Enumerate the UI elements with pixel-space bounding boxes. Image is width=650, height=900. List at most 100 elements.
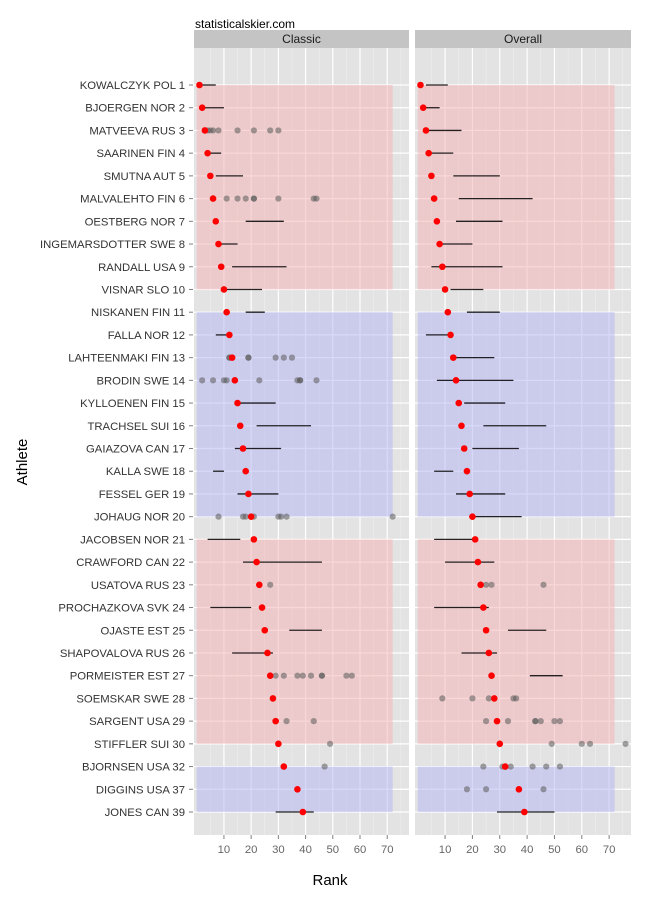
x-tick-label: 10 <box>218 844 231 856</box>
shaded-band <box>417 85 615 290</box>
rank-point <box>488 672 495 679</box>
rank-point <box>247 513 255 520</box>
rank-point <box>458 422 465 430</box>
rank-point <box>294 785 301 793</box>
rank-point <box>422 127 430 134</box>
x-tick-label: 40 <box>521 844 534 856</box>
result-point <box>199 377 206 384</box>
y-tick-label: RANDALL USA 9 <box>98 262 185 274</box>
result-point <box>275 195 282 202</box>
result-point <box>507 763 514 770</box>
rank-point <box>245 490 252 498</box>
x-tick-label: 60 <box>575 844 588 856</box>
watermark: statisticalskier.com <box>195 17 296 31</box>
result-point <box>209 127 217 134</box>
result-point <box>556 718 564 725</box>
rank-point <box>256 581 263 589</box>
result-point <box>223 377 230 384</box>
result-point <box>215 513 222 520</box>
y-tick-label: JOHAUG NOR 20 <box>94 512 185 524</box>
y-tick-label: USATOVA RUS 23 <box>91 580 185 592</box>
result-point <box>307 672 315 679</box>
x-tick-label: 10 <box>439 844 452 856</box>
result-point <box>256 377 263 384</box>
rank-point <box>269 695 277 702</box>
y-tick-label: INGEMARSDOTTER SWE 8 <box>40 239 185 251</box>
result-point <box>463 786 471 793</box>
x-tick-label: 20 <box>466 844 479 856</box>
shaded-band <box>417 312 615 517</box>
rank-point <box>196 81 203 89</box>
rank-point <box>474 558 482 566</box>
rank-point <box>521 808 528 816</box>
rank-point <box>425 149 432 157</box>
y-tick-label: JACOBSEN NOR 21 <box>80 534 185 546</box>
rank-point <box>515 785 523 793</box>
result-point <box>343 672 350 679</box>
result-point <box>283 718 290 725</box>
shaded-band <box>196 85 393 290</box>
rank-point <box>207 172 214 180</box>
rank-point <box>436 240 443 248</box>
y-tick-label: BJORNSEN USA 32 <box>82 762 185 774</box>
y-tick-label: OESTBERG NOR 7 <box>85 216 185 228</box>
y-tick-label: SARGENT USA 29 <box>89 716 185 728</box>
result-point <box>245 354 252 361</box>
result-point <box>215 127 222 134</box>
rank-point <box>439 263 446 271</box>
result-point <box>288 354 296 361</box>
rank-point <box>272 717 279 725</box>
rank-point <box>253 558 260 566</box>
facet-strip <box>194 30 409 48</box>
rank-point <box>441 286 449 293</box>
result-point <box>543 763 550 770</box>
rank-point <box>266 672 274 679</box>
shaded-band <box>196 539 393 744</box>
result-point <box>482 718 490 725</box>
result-point <box>485 695 492 702</box>
rank-point <box>447 331 454 339</box>
result-point <box>310 718 317 725</box>
result-point <box>283 513 290 520</box>
y-tick-label: MALVALEHTO FIN 6 <box>80 194 185 206</box>
rank-point <box>236 422 244 430</box>
y-tick-label: VISNAR SLO 10 <box>101 284 185 296</box>
x-tick-label: 40 <box>299 844 312 856</box>
y-tick-label: SHAPOVALOVA RUS 26 <box>60 648 185 660</box>
y-tick-label: MATVEEVA RUS 3 <box>89 125 185 137</box>
rank-point <box>463 467 471 475</box>
result-point <box>480 763 487 770</box>
rank-point <box>198 104 206 112</box>
result-point <box>439 695 446 702</box>
result-point <box>294 672 301 679</box>
result-point <box>586 740 594 747</box>
rank-point <box>250 536 258 543</box>
rank-point <box>280 763 288 770</box>
x-tick-label: 50 <box>548 844 561 856</box>
result-point <box>297 377 304 384</box>
x-tick-label: 60 <box>354 844 367 856</box>
y-tick-label: FESSEL GER 19 <box>99 489 185 501</box>
rank-point <box>220 286 228 293</box>
rank-point <box>264 649 271 657</box>
result-point <box>275 127 282 134</box>
rank-point <box>209 195 217 202</box>
rank-point <box>275 740 282 748</box>
facet-label: Classic <box>282 32 321 46</box>
y-tick-label: DIGGINS USA 37 <box>96 784 185 796</box>
y-tick-label: OJASTE EST 25 <box>100 625 185 637</box>
result-point <box>556 763 564 770</box>
result-point <box>482 581 490 588</box>
rank-point <box>477 581 484 589</box>
y-tick-label: SAARINEN FIN 4 <box>96 148 185 160</box>
y-tick-label: KYLLOENEN FIN 15 <box>80 398 185 410</box>
rank-point <box>417 81 424 89</box>
y-tick-label: JONES CAN 39 <box>105 807 185 819</box>
rank-point <box>482 626 490 634</box>
x-axis-title: Rank <box>312 872 348 889</box>
y-tick-label: STIFFLER SUI 30 <box>94 739 185 751</box>
rank-point <box>433 218 441 225</box>
rank-point <box>430 195 438 202</box>
result-point <box>469 695 476 702</box>
rank-point <box>466 490 473 498</box>
